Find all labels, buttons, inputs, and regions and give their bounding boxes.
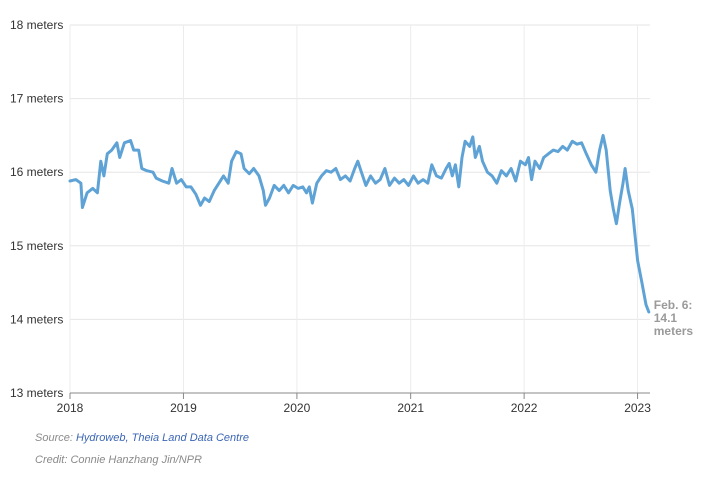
x-tick-label: 2018	[57, 401, 84, 415]
credit-note: Credit: Connie Hanzhang Jin/NPR	[35, 454, 202, 466]
end-annotation-line: 14.1	[654, 311, 678, 325]
x-tick-label: 2019	[170, 401, 197, 415]
x-tick-label: 2023	[624, 401, 651, 415]
y-axis-tick-labels: 13 meters 14 meters 15 meters 16 meters 17 m…	[10, 18, 63, 400]
source-link[interactable]: Hydroweb, Theia Land Data Centre	[75, 432, 250, 444]
end-annotation-line: Feb. 6:	[654, 298, 693, 312]
series-layer	[68, 133, 651, 314]
y-tick-label: 17 meters	[10, 92, 63, 106]
end-annotation: Feb. 6: 14.1 meters	[654, 298, 694, 338]
series-line	[68, 133, 651, 314]
source-note: Source: Hydroweb, Theia Land Data Centre	[35, 432, 249, 444]
x-tick-label: 2022	[511, 401, 538, 415]
y-tick-label: 16 meters	[10, 165, 63, 179]
gridlines	[69, 24, 650, 399]
x-tick-label: 2021	[397, 401, 424, 415]
y-tick-label: 13 meters	[10, 386, 63, 400]
y-tick-label: 14 meters	[10, 312, 63, 326]
y-tick-label: 15 meters	[10, 239, 63, 253]
source-prefix: Source:	[35, 432, 76, 444]
line-chart: 13 meters 14 meters 15 meters 16 meters 17 m…	[10, 18, 694, 415]
x-axis-tick-labels: 2018 2019 2020 2021 2022 2023	[57, 401, 652, 415]
y-tick-label: 18 meters	[10, 18, 63, 32]
x-tick-label: 2020	[284, 401, 311, 415]
end-annotation-line: meters	[654, 324, 694, 338]
